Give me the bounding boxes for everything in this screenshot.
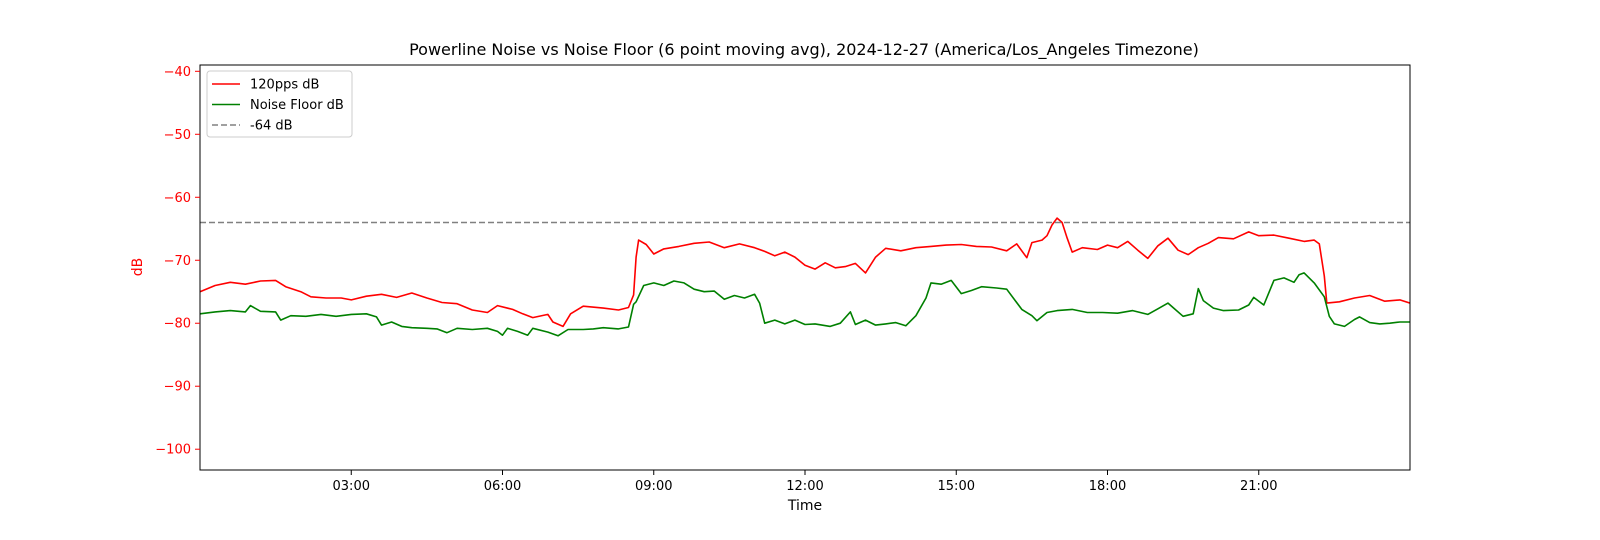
series-layer	[200, 217, 1410, 337]
x-tick-label: 18:00	[1089, 479, 1126, 494]
series-line-1	[200, 272, 1410, 337]
x-tick-label: 12:00	[786, 479, 823, 494]
x-axis: 03:00 06:00 09:00 12:00 15:00 18:00 21:00	[333, 470, 1277, 494]
y-tick-label: −100	[155, 443, 191, 458]
legend: 120pps dB Noise Floor dB -64 dB	[206, 70, 353, 138]
series-line-0	[200, 217, 1410, 328]
legend-label: 120pps dB	[250, 78, 319, 93]
y-tick-label: −70	[164, 254, 191, 269]
x-axis-label: Time	[787, 498, 822, 514]
y-axis-label: dB	[130, 258, 146, 277]
y-tick-label: −80	[164, 317, 191, 332]
y-tick-label: −60	[164, 191, 191, 206]
x-tick-label: 15:00	[938, 479, 975, 494]
y-tick-label: −50	[164, 128, 191, 143]
y-axis: −40 −50 −60 −70 −80 −90 −100	[155, 65, 200, 458]
legend-box	[206, 70, 353, 138]
x-tick-label: 09:00	[635, 479, 672, 494]
x-tick-label: 03:00	[333, 479, 370, 494]
y-tick-label: −40	[164, 65, 191, 80]
chart-title: Powerline Noise vs Noise Floor (6 point …	[409, 40, 1199, 60]
legend-label: Noise Floor dB	[250, 98, 344, 113]
x-tick-label: 06:00	[484, 479, 521, 494]
plot-frame	[199, 64, 1411, 471]
x-tick-label: 21:00	[1240, 479, 1277, 494]
legend-label: -64 dB	[250, 119, 293, 134]
y-tick-label: −90	[164, 380, 191, 395]
